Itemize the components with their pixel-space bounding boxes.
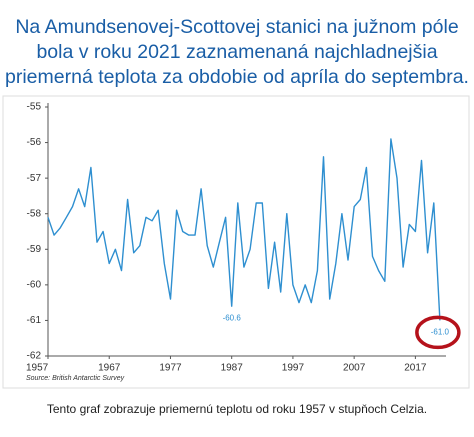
y-tick-label: -56 <box>27 137 42 148</box>
y-tick-label: -55 <box>27 102 42 113</box>
x-tick-label: 1997 <box>282 363 305 374</box>
y-tick-label: -60 <box>27 279 42 290</box>
annotation: -60.6 <box>223 313 242 322</box>
y-tick-label: -61 <box>27 315 42 326</box>
x-tick-label: 1987 <box>221 363 244 374</box>
source: Source: British Antarctic Survey <box>26 375 125 382</box>
y-tick-label: -62 <box>27 351 42 362</box>
title-line: bola v roku 2021 zaznamenaná najchladnej… <box>36 41 437 63</box>
x-tick-label: 1967 <box>98 363 121 374</box>
highlight-circle <box>415 315 461 350</box>
series-line <box>47 138 441 321</box>
title-line: Na Amundsenovej-Scottovej stanici na juž… <box>15 16 458 38</box>
x-tick-label: 2007 <box>343 363 366 374</box>
x-tick-label: 2017 <box>404 363 427 374</box>
chart-frame <box>2 95 470 389</box>
y-tick-label: -59 <box>27 244 42 255</box>
x-tick-label: 1977 <box>159 363 182 374</box>
title-line: priemerná teplota za obdobie od apríla d… <box>5 66 469 88</box>
y-tick-label: -58 <box>27 208 42 219</box>
y-tick-label: -57 <box>27 173 42 184</box>
annotation: -61.0 <box>431 328 450 337</box>
x-tick-label: 1957 <box>26 363 49 374</box>
caption: Tento graf zobrazuje priemernú teplotu o… <box>47 402 427 416</box>
